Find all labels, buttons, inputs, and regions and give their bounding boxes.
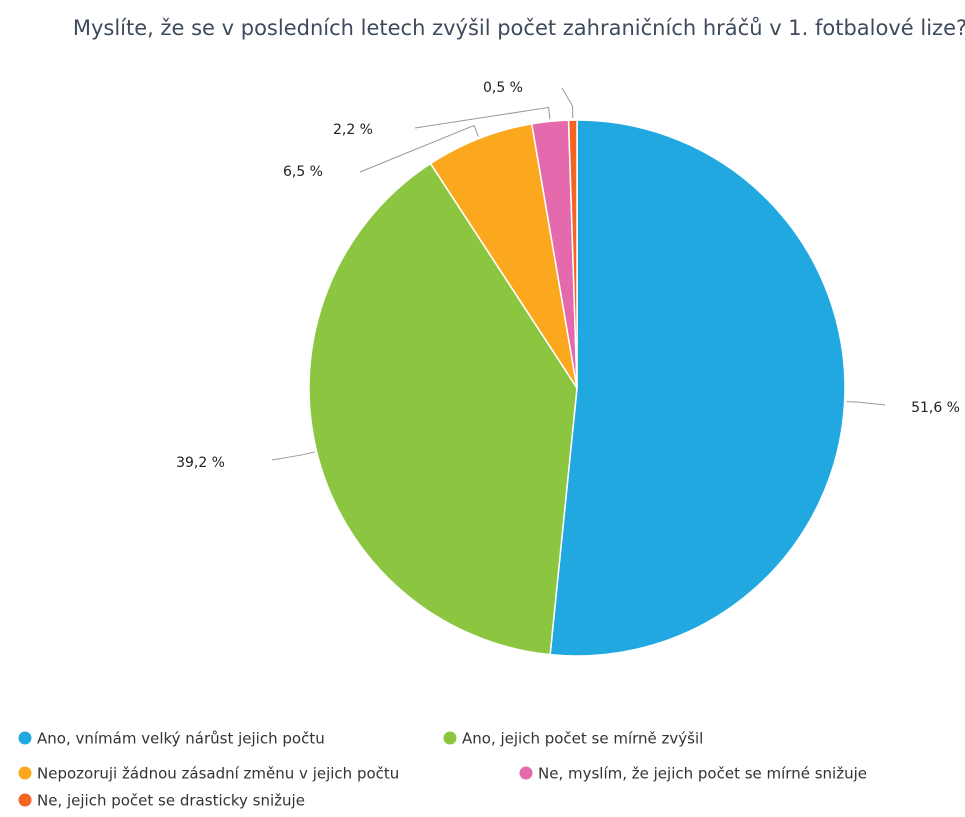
- chart-title: Myslíte, že se v posledních letech zvýši…: [72, 16, 965, 40]
- legend-label: Ne, jejich počet se drasticky snižuje: [37, 792, 305, 810]
- legend-label: Ano, vnímám velký nárůst jejich počtu: [37, 730, 325, 748]
- pie-slice: [567, 119, 578, 389]
- legend-label: Ano, jejich počet se mírně zvýšil: [462, 730, 703, 748]
- leader-line: [359, 124, 479, 173]
- data-label: 0,5 %: [483, 80, 523, 96]
- legend-label: Nepozoruji žádnou zásadní změnu v jejich…: [37, 765, 399, 783]
- legend-swatch: [18, 731, 32, 745]
- leader-line: [561, 87, 574, 119]
- legend-label: Ne, myslím, že jejich počet se mírné sni…: [538, 765, 867, 783]
- data-label: 6,5 %: [283, 164, 323, 180]
- data-label: 51,6 %: [911, 400, 960, 416]
- legend-swatch: [18, 793, 32, 807]
- legend-swatch: [18, 766, 32, 780]
- pie-slice: [549, 119, 846, 657]
- data-label: 39,2 %: [176, 455, 225, 471]
- legend-swatch: [519, 766, 533, 780]
- leader-line: [414, 106, 551, 129]
- leader-line: [846, 401, 886, 406]
- leader-line: [271, 451, 315, 461]
- legend-swatch: [443, 731, 457, 745]
- data-label: 2,2 %: [333, 122, 373, 138]
- pie-slice: [429, 122, 578, 389]
